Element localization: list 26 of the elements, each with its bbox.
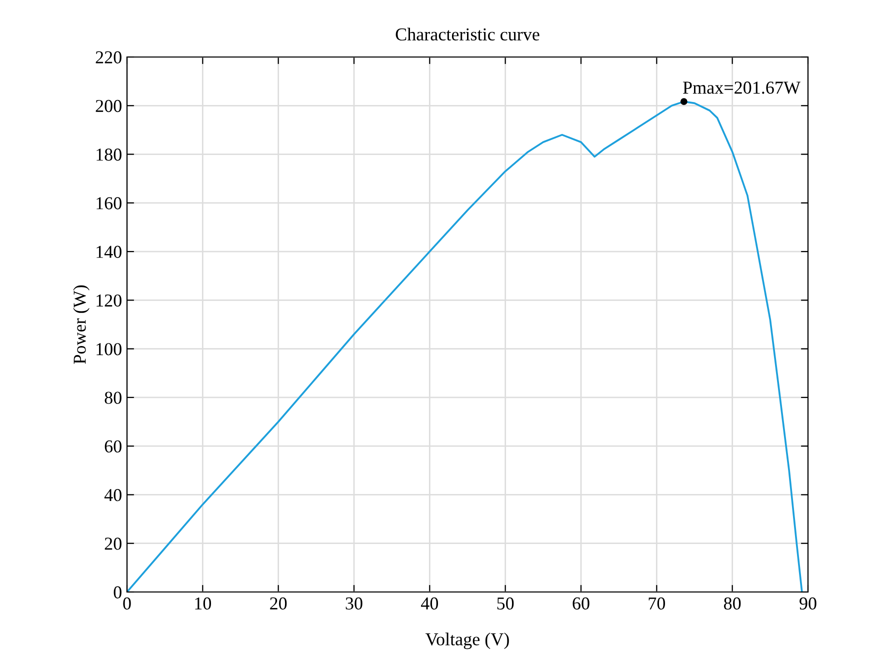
x-tick-label: 80 bbox=[724, 597, 741, 610]
x-tick-label: 10 bbox=[195, 597, 212, 610]
y-axis-title: Power (W) bbox=[73, 285, 90, 364]
x-tick-label: 0 bbox=[123, 597, 131, 610]
y-tick-label: 120 bbox=[96, 294, 122, 307]
y-tick-label: 60 bbox=[104, 440, 122, 453]
y-tick-label: 220 bbox=[96, 51, 122, 64]
y-tick-label: 80 bbox=[104, 392, 122, 404]
y-tick-label: 20 bbox=[104, 538, 122, 550]
x-tick-label: 20 bbox=[270, 597, 287, 610]
y-tick-label: 160 bbox=[96, 197, 122, 210]
chart-title: Characteristic curve bbox=[396, 28, 540, 41]
x-tick-label: 90 bbox=[800, 597, 816, 610]
y-tick-label: 200 bbox=[96, 100, 122, 112]
y-tick-label: 40 bbox=[104, 488, 122, 502]
y-tick-label: 0 bbox=[114, 586, 122, 598]
x-tick-label: 30 bbox=[346, 597, 362, 610]
x-tick-label: 70 bbox=[648, 597, 666, 610]
y-tick-label: 180 bbox=[96, 148, 122, 161]
x-tick-label: 60 bbox=[572, 597, 590, 610]
x-axis-title: Voltage (V) bbox=[426, 632, 509, 650]
x-tick-label: 40 bbox=[420, 597, 438, 610]
x-tick-label: 50 bbox=[497, 597, 514, 610]
y-tick-label: 100 bbox=[96, 343, 122, 356]
y-tick-label: 140 bbox=[96, 246, 122, 258]
annotation: Pmax=201.67W bbox=[683, 82, 800, 94]
